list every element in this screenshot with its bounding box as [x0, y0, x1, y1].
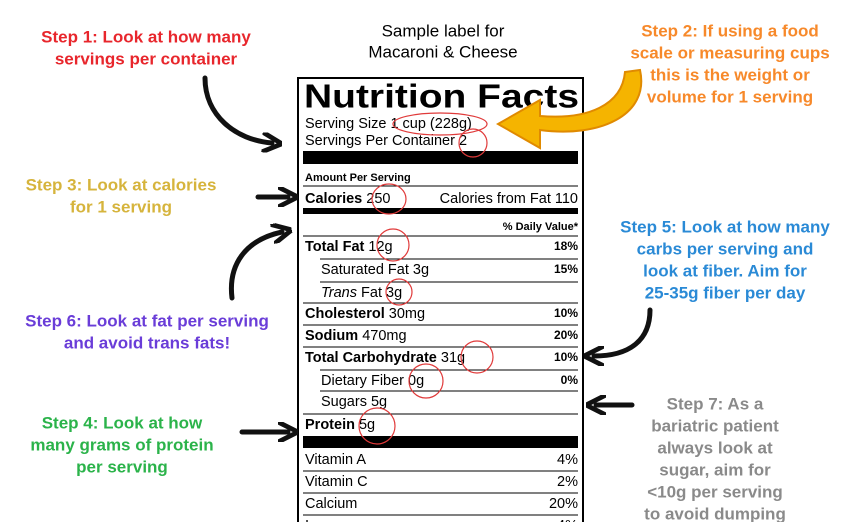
vitamin-name: Calcium	[305, 496, 357, 512]
step-line: sugar, aim for	[659, 460, 771, 479]
step-line: <10g per serving	[647, 482, 783, 501]
nutrient-row: Protein 5g	[305, 417, 375, 433]
vitamin-dv: 4%	[557, 452, 578, 468]
amount: 0g	[408, 373, 424, 389]
step-line: volume for 1 serving	[647, 87, 813, 106]
step-line: Step 1: Look at how many	[41, 27, 251, 46]
vitamin-rows: Vitamin A 4% Vitamin C 2% Calcium 20% Iron 4%	[303, 452, 578, 522]
step-line: always look at	[657, 438, 773, 457]
amount: 31g	[441, 350, 465, 366]
step-line: and avoid trans fats!	[64, 333, 230, 352]
steps: Step 1: Look at how many servings per con…	[25, 21, 830, 522]
step-line: carbs per serving and	[637, 239, 814, 258]
daily-value-header: % Daily Value*	[503, 221, 579, 233]
daily-value: 10%	[554, 306, 578, 320]
amount: 250	[366, 191, 390, 207]
daily-value: 0%	[561, 373, 579, 387]
step-line: look at fiber. Aim for	[643, 261, 807, 280]
name: Total Fat	[305, 239, 365, 255]
step-line: many grams of protein	[30, 435, 213, 454]
name: Saturated Fat	[321, 262, 409, 278]
daily-value: 15%	[554, 262, 578, 276]
vitamin-dv: 2%	[557, 474, 578, 490]
nutrient-row: Total Carbohydrate 31g	[305, 350, 465, 366]
nutrient-row: Saturated Fat 3g	[321, 262, 429, 278]
amount-per-serving: Amount Per Serving	[305, 172, 411, 184]
thick-bar	[303, 436, 578, 448]
serving-size: Serving Size 1 cup (228g)	[305, 116, 472, 132]
amount: 470mg	[362, 328, 406, 344]
amount: 12g	[368, 239, 392, 255]
name: Sugars	[321, 394, 367, 410]
vitamin-dv: 4%	[557, 518, 578, 522]
amount: 1 cup (228g)	[390, 116, 471, 132]
step-line: scale or measuring cups	[630, 43, 829, 62]
amount: 5g	[359, 417, 375, 433]
highlight-circles	[358, 112, 494, 445]
step-line: to avoid dumping	[644, 504, 786, 522]
step-line: per serving	[76, 457, 168, 476]
name: Dietary Fiber	[321, 373, 404, 389]
medium-bar	[303, 208, 578, 214]
vitamin-name: Vitamin A	[305, 452, 366, 468]
nutrient-row: Trans Fat 3g	[321, 285, 402, 301]
step-line: Step 3: Look at calories	[26, 175, 217, 194]
name: Cholesterol	[305, 306, 385, 322]
step-line: for 1 serving	[70, 197, 172, 216]
vitamin-name: Vitamin C	[305, 474, 368, 490]
calories-from-fat: Calories from Fat 110	[440, 191, 578, 207]
name: Protein	[305, 417, 355, 433]
vitamin-dv: 20%	[549, 496, 578, 512]
nutrient-row: Total Fat 12g	[305, 239, 393, 255]
header-line: Macaroni & Cheese	[368, 42, 517, 61]
amount: 5g	[371, 394, 387, 410]
amount: 3g	[413, 262, 429, 278]
amount: 30mg	[389, 306, 425, 322]
nutrient-rows: Total Fat 12g 18% Saturated Fat 3g 15% Trans…	[303, 235, 579, 433]
step-line: this is the weight or	[650, 65, 810, 84]
amount: 2	[459, 133, 467, 149]
prefix: Trans	[321, 285, 357, 301]
nutrient-row: Sodium 470mg	[305, 328, 407, 344]
nutrient-row: Sugars 5g	[321, 394, 387, 410]
nutrient-row: Dietary Fiber 0g	[321, 373, 424, 389]
thick-bar	[303, 151, 578, 164]
name: Fat	[361, 285, 382, 301]
name: Calories	[305, 191, 362, 207]
daily-value: 20%	[554, 328, 578, 342]
orange-arrow	[495, 68, 643, 150]
nutrient-row: Cholesterol 30mg	[305, 306, 425, 322]
name: Serving Size	[305, 116, 386, 132]
step-line: 25-35g fiber per day	[645, 283, 806, 302]
step-line: Step 7: As a	[667, 394, 764, 413]
arrows	[202, 68, 653, 432]
amount: 3g	[386, 285, 402, 301]
step-line: Step 5: Look at how many	[620, 217, 830, 236]
header-line: Sample label for	[382, 21, 505, 40]
servings-per-container: Servings Per Container 2	[305, 133, 467, 149]
daily-value: 10%	[554, 350, 578, 364]
step-line: Step 2: If using a food	[641, 21, 819, 40]
name: Total Carbohydrate	[305, 350, 437, 366]
vitamin-name: Iron	[305, 518, 330, 522]
step-line: Step 6: Look at fat per serving	[25, 311, 269, 330]
name: Sodium	[305, 328, 358, 344]
daily-value: 18%	[554, 239, 578, 253]
name: Servings Per Container	[305, 133, 455, 149]
step-line: bariatric patient	[651, 416, 779, 435]
step-line: servings per container	[55, 49, 238, 68]
step-line: Step 4: Look at how	[42, 413, 203, 432]
calories: Calories 250	[305, 191, 390, 207]
